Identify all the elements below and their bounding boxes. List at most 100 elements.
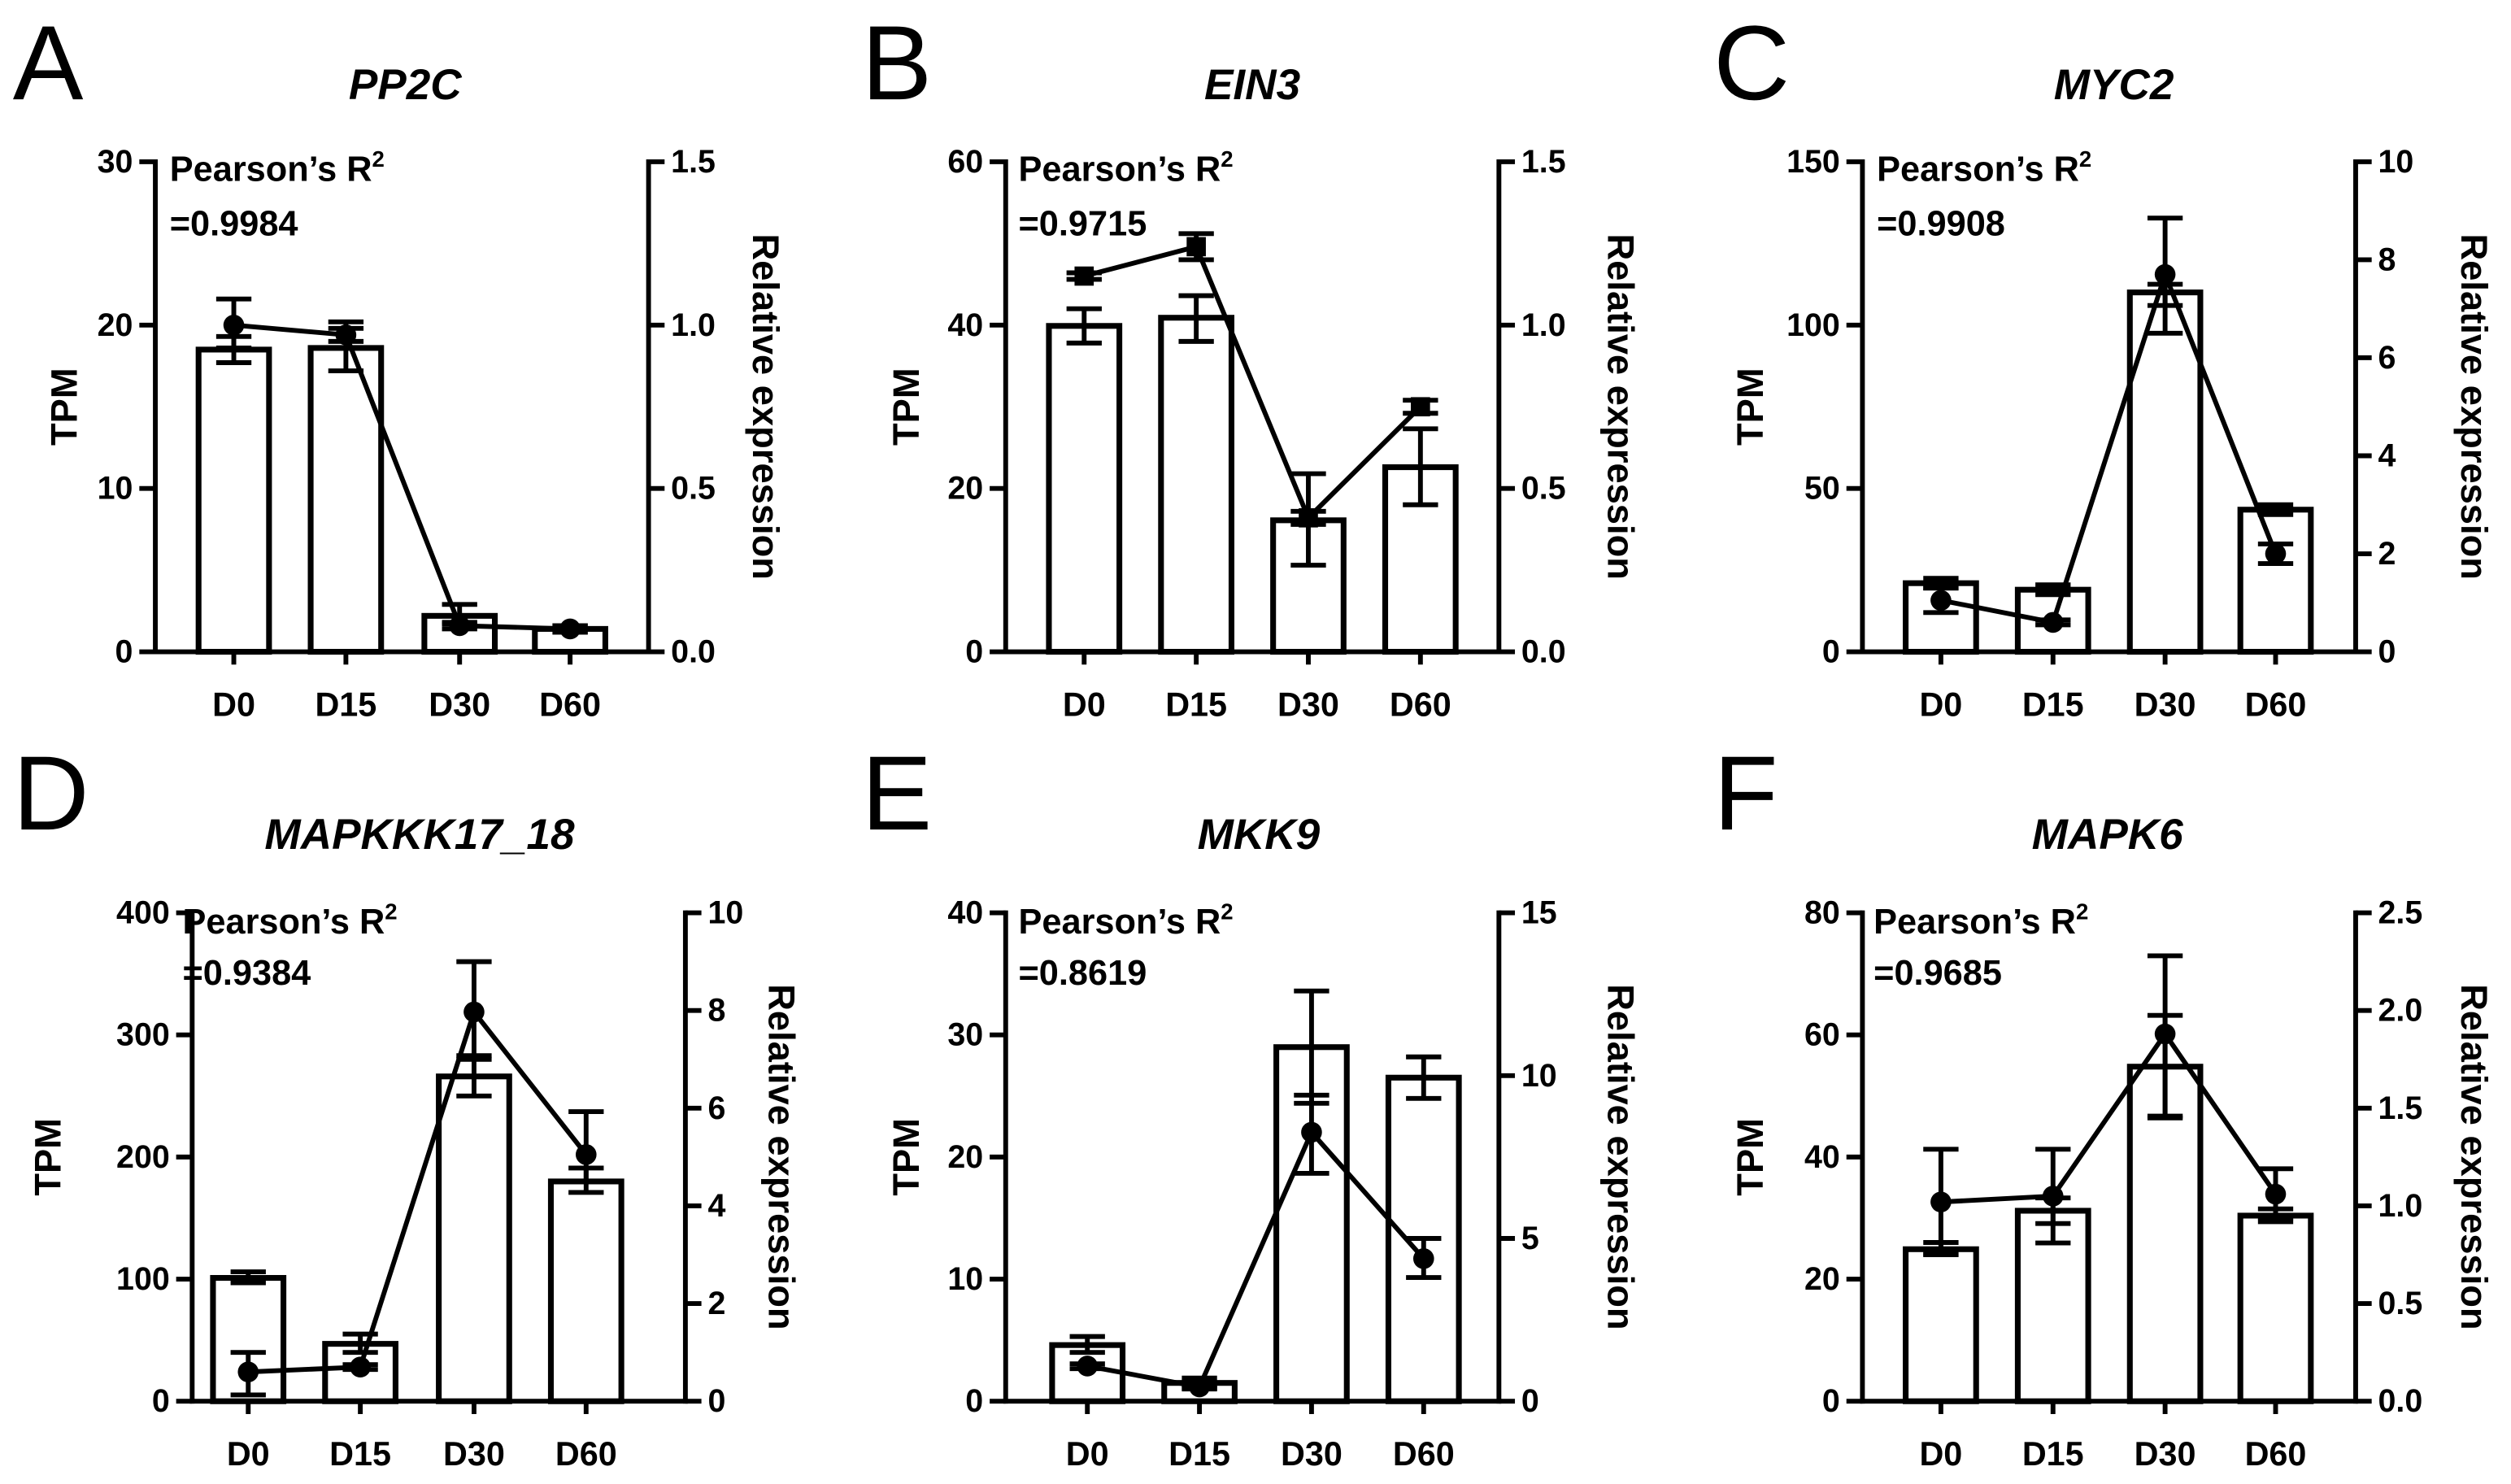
y-tick-label-right: 6 [707,1090,725,1126]
x-tick-label: D15 [2022,685,2084,723]
pearson-value-b: =0.9715 [1019,205,1147,244]
expression-line-d [248,1009,589,1375]
y-tick-label-right: 1.5 [2378,1090,2423,1126]
y-axis-title-right-b: Relative expression [1600,234,1642,580]
panel-letter-e: E [862,733,933,852]
pearson-value-f: =0.9685 [1873,954,2002,993]
bar-error-b-d15 [1178,293,1214,344]
x-tick-label: D30 [429,685,490,723]
y-tick-label-right: 2 [2378,536,2396,572]
chart-title-b: EIN3 [1204,61,1300,109]
pearson-label-c: Pearson’s R2 [1877,146,2091,189]
y-tick-label-right: 2.0 [2378,993,2423,1029]
point-c-d0 [1930,590,1952,611]
y-tick-label-left: 0 [115,634,133,670]
pearson-value-a: =0.9984 [170,205,298,244]
pearson-superscript: 2 [2076,899,2088,924]
pearson-superscript: 2 [1221,899,1233,924]
bar-error-b-d60 [1403,426,1438,507]
point-c-d15 [2042,611,2064,633]
y-tick-label-right: 1.5 [671,144,716,180]
expression-line-a [233,322,571,632]
bar-a-d0 [195,346,272,655]
y-tick-label-left: 10 [98,471,133,507]
y-tick-label-left: 30 [947,1017,983,1053]
y-tick-label-right: 0.0 [2378,1383,2423,1419]
y-axis-title-left-e: TPM [886,1118,927,1196]
x-tick-label: D15 [315,685,376,723]
point-d-d30 [463,1001,485,1023]
chart-title-f: MAPK6 [2032,811,2184,859]
y-axis-title-left-b: TPM [886,368,927,446]
y-tick-label-right: 0.5 [671,471,716,507]
y-tick-label-left: 20 [947,471,983,507]
pearson-label-d: Pearson’s R2 [183,899,398,942]
x-tick-label: D60 [1393,1435,1455,1473]
chart-title-a: PP2C [349,61,463,109]
y-tick-label-right: 0.5 [2378,1286,2423,1321]
y-axis-title-left-d: TPM [28,1118,69,1196]
x-tick-label: D60 [2245,1435,2307,1473]
point-c-d60 [2265,543,2287,564]
y-tick-label-left: 300 [116,1017,170,1053]
point-b-d60 [1411,397,1430,417]
y-tick-label-left: 40 [1804,1139,1840,1175]
y-axis-title-right-d: Relative expression [761,984,803,1330]
x-tick-label: D30 [1277,685,1339,723]
bar-error-e-d0 [1069,1334,1105,1356]
y-tick-label-right: 15 [1521,895,1557,931]
y-axis-title-right-c: Relative expression [2453,234,2495,580]
bar-error-b-d0 [1066,306,1102,346]
y-tick-label-right: 1.0 [1521,307,1566,343]
y-tick-label-right: 10 [707,895,743,931]
y-axis-title-left-a: TPM [43,368,85,446]
point-d-d15 [350,1356,371,1377]
y-axis-title-right-f: Relative expression [2453,984,2495,1330]
x-tick-label: D0 [1063,685,1106,723]
panel-d: D MAPKKK17_18 0 100 200 300 400 0 2 4 6 8 10 D0 D15 D30… [13,733,803,1473]
panel-letter-d: D [13,733,89,852]
point-a-d0 [223,314,245,336]
x-tick-label: D15 [1165,685,1227,723]
y-tick-label-right: 8 [2378,242,2396,277]
x-tick-label: D15 [2022,1435,2084,1473]
bar-b-d0 [1046,323,1123,655]
y-tick-label-left: 40 [947,307,983,343]
x-tick-label: D60 [1390,685,1451,723]
bar-d-d60 [547,1178,624,1404]
panel-letter-f: F [1713,733,1778,852]
point-b-d0 [1074,266,1094,286]
pearson-label-text: Pearson’s R [170,150,372,189]
pearson-label-text: Pearson’s R [1019,150,1221,189]
panel-letter-c: C [1713,3,1790,122]
y-tick-label-left: 80 [1804,895,1840,931]
y-tick-label-left: 0 [965,634,983,670]
pearson-label-a: Pearson’s R2 [170,146,385,189]
y-tick-label-right: 0 [1521,1383,1539,1419]
y-tick-label-left: 400 [116,895,170,931]
chart-title-d: MAPKKK17_18 [264,811,575,859]
point-e-d30 [1301,1121,1322,1143]
chart-title-e: MKK9 [1198,811,1321,859]
point-a-d60 [559,618,581,640]
x-tick-label: D0 [1066,1435,1109,1473]
y-axis-title-right-a: Relative expression [745,234,786,580]
x-tick-label: D15 [1168,1435,1230,1473]
y-axis-title-left-c: TPM [1730,368,1771,446]
point-b-d15 [1186,237,1206,257]
point-f-d60 [2265,1183,2287,1205]
bar-error-d-d0 [230,1269,266,1286]
bar-b-d60 [1382,464,1459,655]
expression-line-f [1940,1031,2278,1205]
pearson-label-text: Pearson’s R [1873,903,2076,942]
y-tick-label-left: 30 [98,144,133,180]
x-tick-label: D60 [555,1435,617,1473]
pearson-label-e: Pearson’s R2 [1019,899,1234,942]
pearson-label-text: Pearson’s R [1019,903,1221,942]
panel-c: C MYC2 0 50 100 150 0 2 4 6 8 10 D0 D15 D30 D60 TPM Relat… [1713,3,2495,723]
point-d-d0 [237,1361,259,1382]
y-tick-label-right: 10 [2378,144,2414,180]
y-axis-title-right-e: Relative expression [1600,984,1642,1330]
bar-c-d60 [2237,507,2314,655]
